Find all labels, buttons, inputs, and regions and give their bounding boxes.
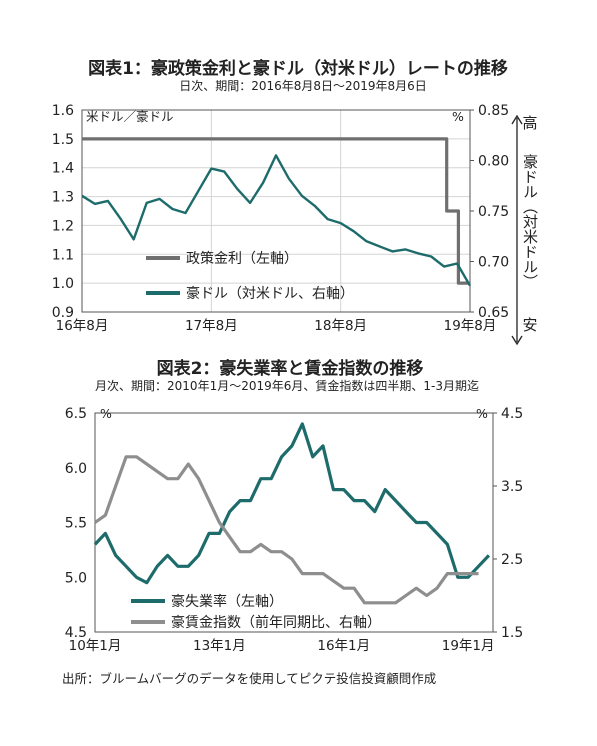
chart1-ytick-left: 1.0 — [52, 276, 74, 292]
chart1-subtitle: 日次、期間：2016年8月8日～2019年8月6日 — [179, 79, 427, 93]
chart1-ylabel-right: % — [452, 109, 464, 124]
chart1-right-label-top: 高 — [522, 114, 537, 132]
chart1-ytick-right: 0.65 — [478, 305, 509, 321]
chart2-subtitle: 月次、期間：2010年1月～2019年6月、賃金指数は四半期、1-3月期迄 — [95, 379, 479, 393]
chart2-series-line-1 — [94, 455, 479, 605]
chart1-ytick-left: 1.3 — [52, 190, 74, 206]
chart2-ytick-left: 6.5 — [65, 406, 87, 422]
chart1-xtick-label: 18年8月 — [314, 318, 367, 334]
chart1-legend-label-0: 政策金利（左軸） — [186, 250, 298, 267]
source-note: 出所：ブルームバーグのデータを使用してピクテ投信投資顧問作成 — [62, 671, 437, 686]
chart1-right-arrow-down — [511, 335, 523, 346]
chart1-legend-label-1: 豪ドル（対米ドル、右軸） — [186, 286, 354, 302]
chart1-ytick-left: 1.1 — [52, 247, 74, 263]
chart2-legend-label-0: 豪失業率（左軸） — [171, 593, 283, 610]
chart2-title: 図表2：豪失業率と賃金指数の推移 — [156, 359, 424, 379]
chart2-xtick-label: 13年1月 — [193, 638, 246, 654]
chart1-ylabel-left: 米ドル／豪ドル — [86, 109, 174, 124]
chart2-ytick-left: 5.0 — [65, 570, 87, 586]
chart2-ytick-right: 2.5 — [501, 552, 523, 568]
chart1-ytick-left: 1.4 — [52, 161, 74, 177]
chart1-xtick-label: 19年8月 — [444, 318, 497, 334]
chart1-ytick-left: 0.9 — [52, 305, 74, 321]
chart2-xtick-label: 19年1月 — [442, 638, 495, 654]
chart1-series-line-1 — [81, 154, 472, 287]
chart1-ytick-right: 0.80 — [478, 154, 509, 170]
chart2-series-line-0 — [93, 422, 491, 585]
chart1-xtick-label: 17年8月 — [185, 318, 238, 334]
chart2-xtick-label: 10年1月 — [69, 638, 122, 654]
chart2-ytick-left: 5.5 — [65, 516, 87, 532]
chart1-ytick-left: 1.6 — [52, 103, 74, 119]
chart2-ytick-right: 4.5 — [501, 406, 523, 422]
chart1-title: 図表1：豪政策金利と豪ドル（対米ドル）レートの推移 — [88, 59, 508, 79]
chart1-ytick-right: 0.75 — [478, 204, 509, 220]
chart1-ytick-right: 0.70 — [478, 255, 509, 271]
chart1-xtick-label: 16年8月 — [56, 318, 109, 334]
chart1-ytick-left: 1.2 — [52, 218, 74, 234]
chart2-ytick-right: 1.5 — [501, 625, 523, 641]
chart1-right-arrow-up — [511, 114, 523, 125]
chart2-ytick-right: 3.5 — [501, 479, 523, 495]
chart2-legend-label-1: 豪賃金指数（前年同期比、右軸） — [171, 614, 381, 631]
chart2-xtick-label: 16年1月 — [317, 638, 370, 654]
chart1-ytick-left: 1.5 — [52, 132, 74, 148]
chart1-ytick-right: 0.85 — [478, 103, 509, 119]
chart2-ylabel-right: % — [476, 406, 488, 421]
chart1-right-label-middle: 豪ドル（対米ドル） — [521, 153, 539, 289]
chart2-ytick-left: 4.5 — [65, 625, 87, 641]
chart2-ytick-left: 6.0 — [65, 461, 87, 477]
chart1-series-line-0 — [82, 137, 470, 285]
chart2-ylabel-left: % — [100, 406, 112, 421]
chart1-right-label-bottom: 安 — [522, 316, 537, 334]
